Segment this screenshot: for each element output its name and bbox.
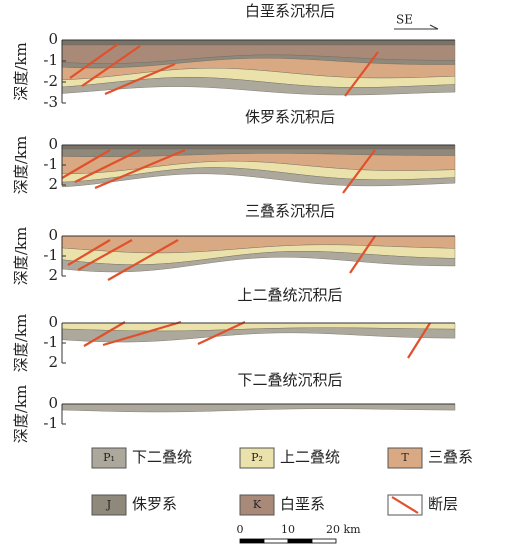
y-tick-label: -1 (43, 51, 58, 69)
legend-symbol: P₁ (103, 451, 115, 464)
legend-symbol: T (401, 451, 409, 464)
scale-label: 20 km (326, 523, 361, 536)
legend-label: 上二叠统 (280, 448, 340, 466)
y-tick-label: 2 (48, 175, 58, 193)
figure: SE 白垩系沉积后 0 -1 -2 -3 深度/km 侏罗系沉积后 0 -1 2 深度/km 三叠系沉… (0, 0, 515, 548)
y-axis-label: 深度/km (12, 227, 30, 285)
scale-segment (288, 539, 312, 543)
legend-symbol: J (106, 498, 111, 511)
legend-symbol: K (253, 498, 262, 511)
scale-label: 0 (237, 523, 244, 536)
y-tick-label: 2 (48, 266, 58, 284)
direction-arrow-head (430, 25, 438, 29)
y-axis-label: 深度/km (12, 42, 30, 100)
direction: SE (396, 13, 413, 27)
panel-title: 三叠系沉积后 (245, 202, 335, 220)
stratum (62, 40, 455, 45)
panel-title: 侏罗系沉积后 (245, 108, 335, 126)
scale-segment (264, 539, 288, 543)
y-tick-label: 0 (48, 313, 58, 331)
y-tick-label: 0 (48, 30, 58, 48)
legend-label: 下二叠统 (132, 448, 192, 466)
scale-label: 10 (281, 523, 295, 536)
scale-segment (312, 539, 336, 543)
legend-label: 断层 (428, 495, 458, 513)
y-tick-label: 0 (48, 226, 58, 244)
y-axis-label: 深度/km (12, 136, 30, 194)
y-tick-label: -1 (43, 246, 58, 264)
legend-label: 侏罗系 (132, 495, 177, 513)
y-tick-label: 0 (48, 135, 58, 153)
y-tick-label: 2 (48, 353, 58, 371)
panel-title: 白垩系沉积后 (245, 2, 335, 20)
y-axis-label: 深度/km (12, 314, 30, 372)
y-tick-label: -1 (43, 155, 58, 173)
y-axis-label: 深度/km (12, 385, 30, 443)
y-tick-label: 0 (48, 394, 58, 412)
legend-label: 白垩系 (280, 495, 325, 513)
y-tick-label: -2 (43, 72, 58, 90)
panel-title: 上二叠统沉积后 (237, 286, 342, 304)
y-tick-label: -1 (43, 414, 58, 432)
panel-title: 下二叠统沉积后 (237, 371, 342, 389)
y-tick-label: -1 (43, 333, 58, 351)
stratum (62, 145, 455, 149)
stratum (62, 404, 455, 412)
scale-segment (240, 539, 264, 543)
legend-label: 三叠系 (428, 448, 473, 466)
y-tick-label: -3 (43, 93, 58, 111)
legend-symbol: P₂ (251, 451, 263, 464)
